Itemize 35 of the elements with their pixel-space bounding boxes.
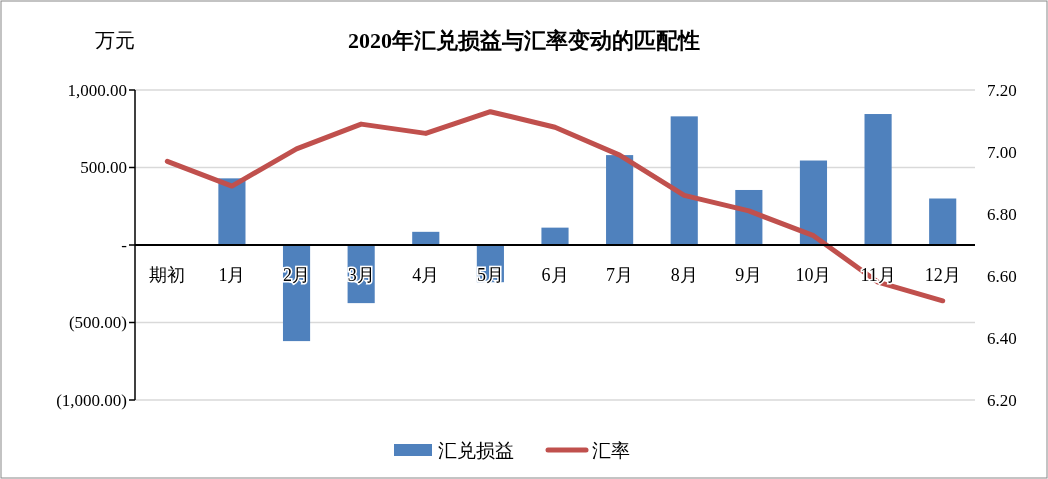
legend-label: 汇兑损益 bbox=[438, 439, 514, 461]
y2-tick-label: 6.20 bbox=[987, 390, 1017, 410]
bar bbox=[670, 116, 698, 245]
bar bbox=[929, 198, 957, 245]
x-tick-label: 1月 bbox=[218, 265, 246, 285]
y2-tick-label: 7.20 bbox=[987, 80, 1017, 100]
y-tick-label: - bbox=[121, 235, 128, 255]
x-tick-label: 5月 bbox=[476, 265, 504, 285]
bar bbox=[606, 155, 634, 245]
x-tick-label: 7月 bbox=[606, 265, 634, 285]
legend-label: 汇率 bbox=[592, 439, 630, 461]
x-tick-label: 10月 bbox=[795, 265, 832, 285]
bar bbox=[412, 231, 440, 245]
title: 2020年汇兑损益与汇率变动的匹配性 bbox=[348, 27, 700, 53]
x-tick-label: 4月 bbox=[412, 265, 440, 285]
x-tick-label: 9月 bbox=[735, 265, 763, 285]
y2-tick-label: 6.60 bbox=[987, 266, 1017, 286]
x-tick-label: 12月 bbox=[924, 265, 961, 285]
y-tick-label: 1,000.00 bbox=[67, 80, 127, 100]
bar bbox=[799, 160, 828, 245]
x-tick-label: 期初 bbox=[149, 265, 186, 285]
ylabel: 万元 bbox=[95, 29, 135, 51]
x-tick-label: 2月 bbox=[283, 265, 311, 285]
bar bbox=[218, 178, 246, 245]
bar bbox=[541, 227, 569, 245]
y2-tick-label: 7.00 bbox=[987, 142, 1017, 162]
y-tick-label: (500.00) bbox=[68, 313, 127, 332]
bar bbox=[864, 114, 892, 245]
y2-tick-label: 6.80 bbox=[987, 204, 1017, 224]
y-tick-label: (1,000.00) bbox=[56, 390, 127, 410]
y-tick-label: 500.00 bbox=[80, 158, 127, 177]
x-tick-label: 6月 bbox=[541, 265, 569, 285]
x-tick-label: 8月 bbox=[670, 265, 698, 285]
y2-tick-label: 6.40 bbox=[987, 328, 1017, 348]
x-tick-label: 3月 bbox=[347, 265, 375, 285]
